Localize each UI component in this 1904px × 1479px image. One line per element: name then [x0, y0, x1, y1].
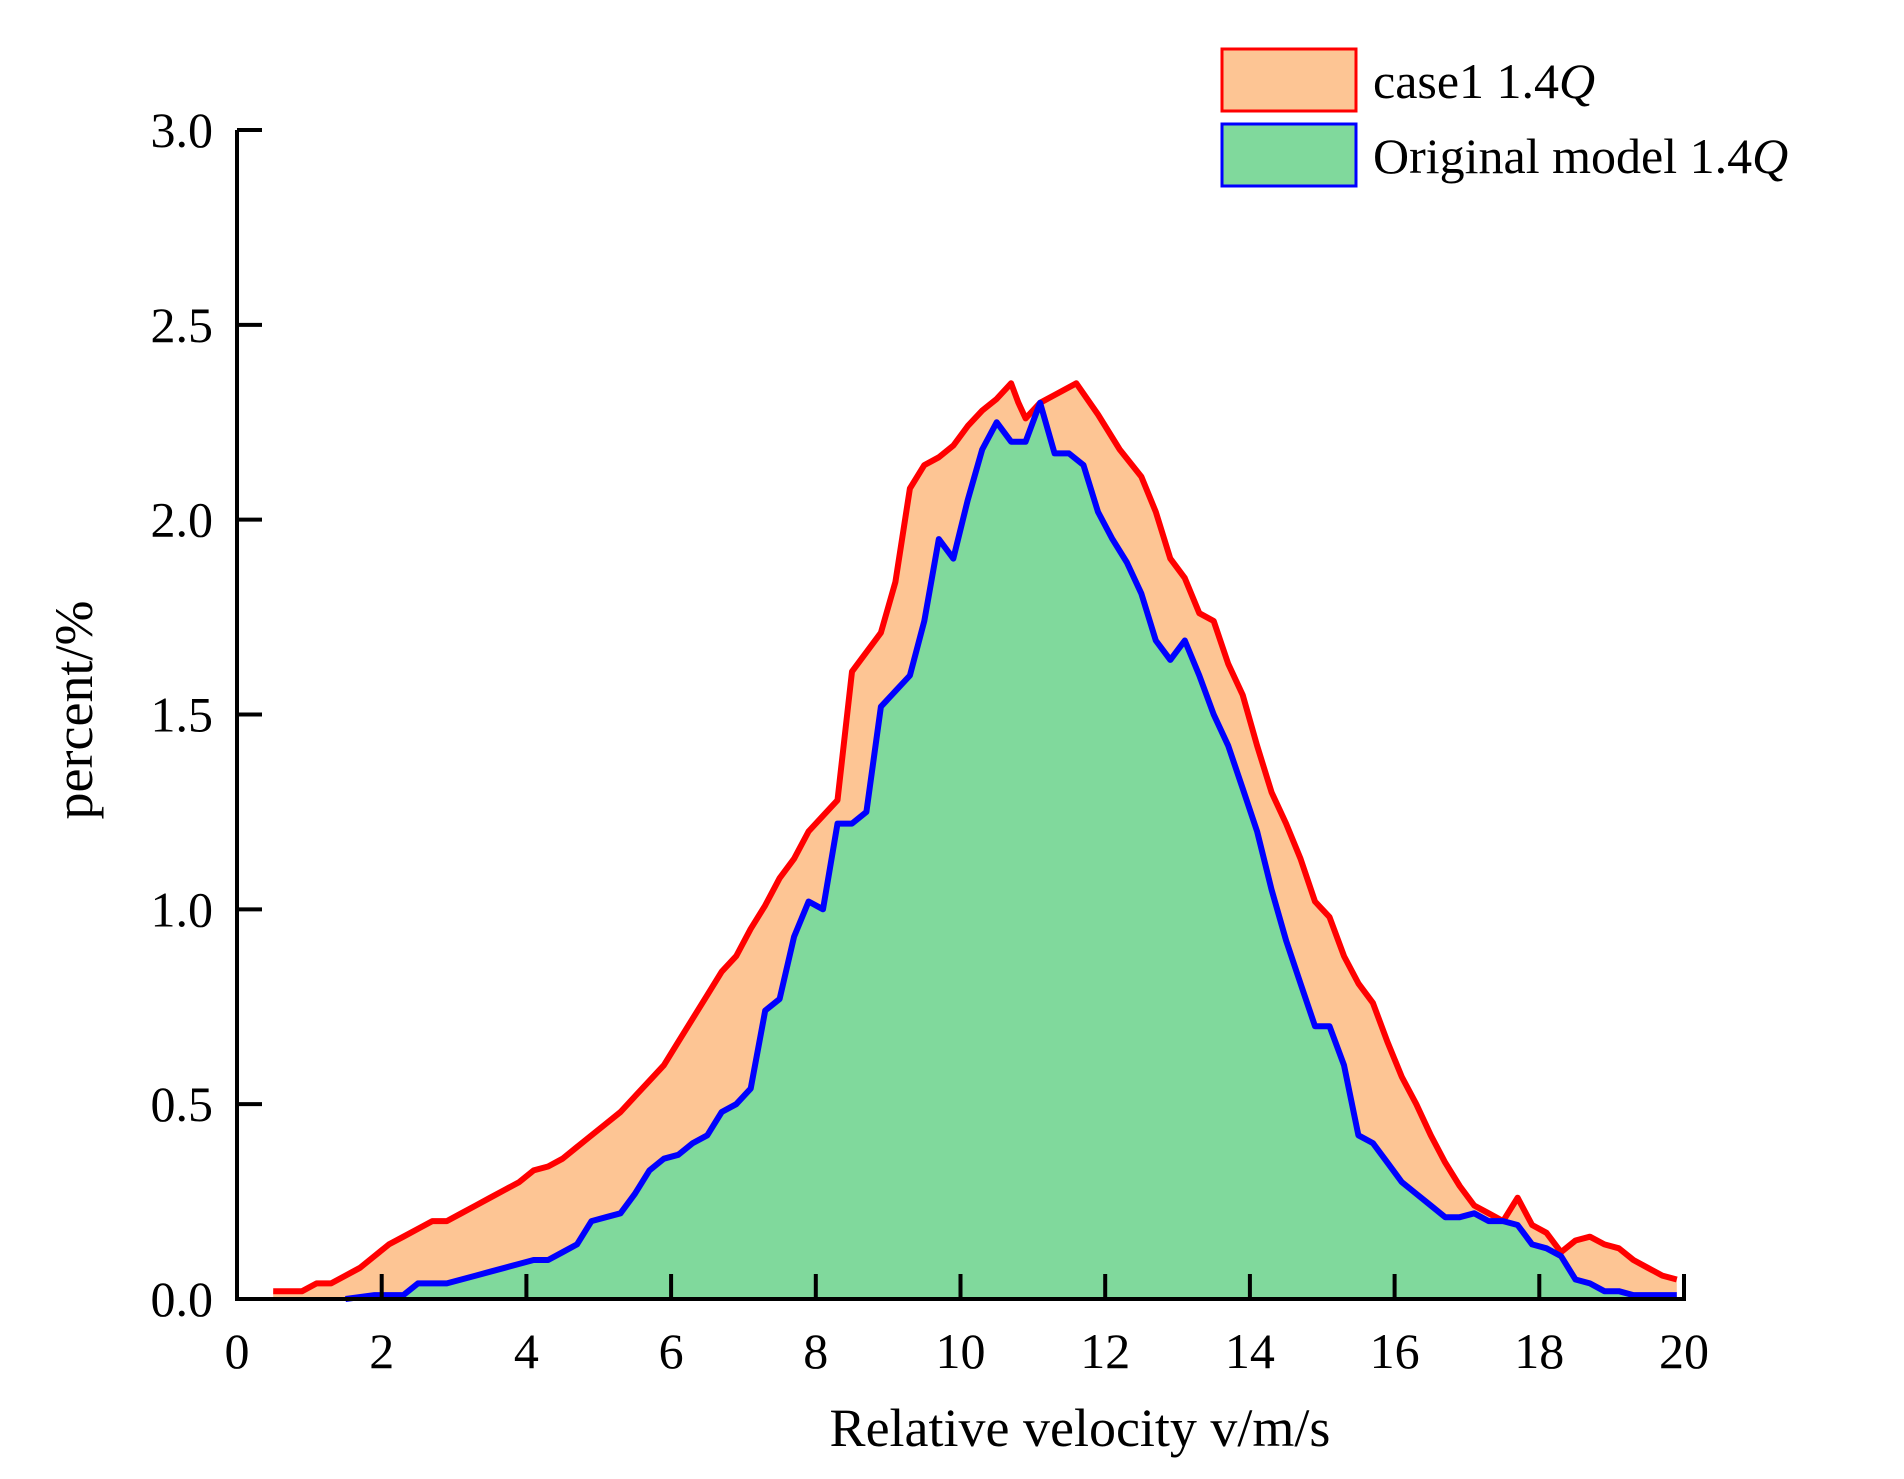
y-axis-title: percent/% [44, 601, 104, 820]
y-tick-label: 0.5 [151, 1076, 214, 1132]
legend: case1 1.4Q Original model 1.4Q [1220, 47, 1788, 188]
legend-label-original: Original model 1.4Q [1373, 128, 1788, 184]
x-tick-label: 14 [1225, 1323, 1275, 1379]
legend-label-case1: case1 1.4Q [1373, 53, 1595, 109]
x-axis-title: Relative velocity v/m/s [830, 1398, 1331, 1458]
x-tick-label: 12 [1080, 1323, 1130, 1379]
x-tick-label: 20 [1659, 1323, 1709, 1379]
x-tick-label: 0 [225, 1323, 250, 1379]
y-tick-label: 1.5 [151, 687, 214, 743]
y-tick-label: 1.0 [151, 881, 214, 937]
x-tick-label: 2 [369, 1323, 394, 1379]
x-tick-label: 8 [803, 1323, 828, 1379]
x-tick-label: 16 [1370, 1323, 1420, 1379]
y-tick-label: 2.5 [151, 297, 214, 353]
series-line-1 [345, 399, 1677, 1302]
x-tick-label: 18 [1514, 1323, 1564, 1379]
y-tick-label: 2.0 [151, 492, 214, 548]
x-tick-label: 6 [659, 1323, 684, 1379]
legend-swatch-case1 [1220, 47, 1358, 113]
series-lines [273, 380, 1678, 1302]
y-tick-label: 3.0 [151, 102, 214, 158]
series-line-0 [273, 380, 1678, 1295]
y-axis-ticks: 0.0 0.5 1.0 1.5 2.0 2.5 3.0 [151, 102, 262, 1327]
y-tick-label: 0.0 [151, 1271, 214, 1327]
x-tick-label: 10 [936, 1323, 986, 1379]
legend-swatch-original [1220, 122, 1358, 188]
x-tick-label: 4 [514, 1323, 539, 1379]
series-fills [273, 383, 1677, 1299]
x-axis-ticks: 0 2 4 6 8 10 12 14 16 18 20 [225, 1274, 1709, 1379]
